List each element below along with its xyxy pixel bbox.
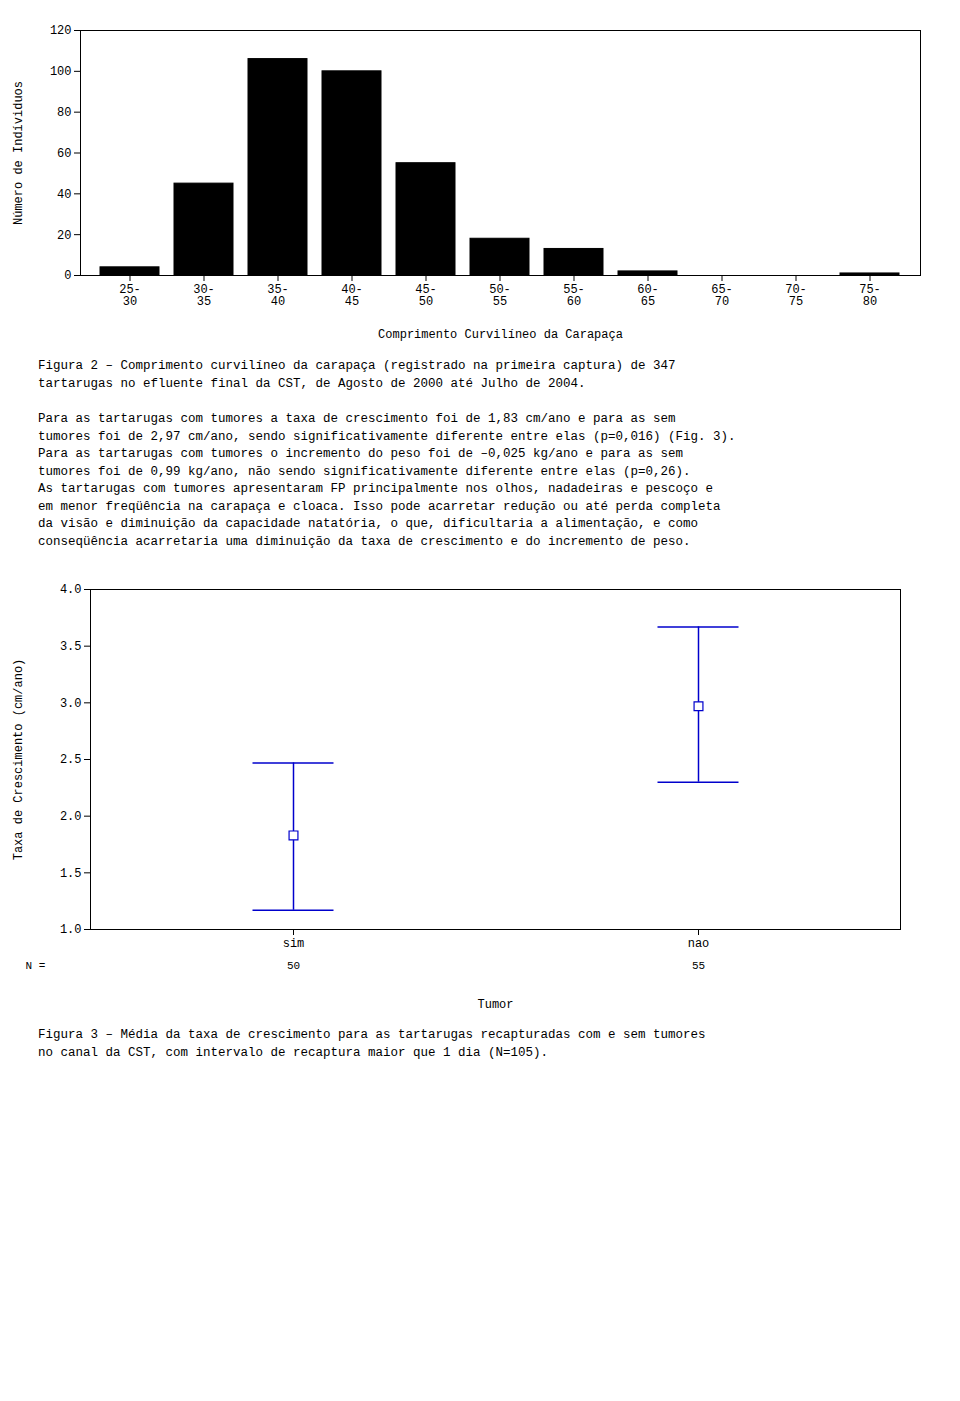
html-text:Figura 3 – Média da taxa de cr: Figura 3 – Média da taxa de crescimento … (38, 1028, 706, 1060)
svg-text:40: 40 (57, 188, 71, 202)
svg-text:120: 120 (50, 24, 72, 38)
svg-text:60: 60 (57, 147, 71, 161)
svg-text:Número de Indíviduos: Número de Indíviduos (12, 81, 26, 225)
svg-text:0: 0 (64, 269, 71, 283)
svg-text:2.5: 2.5 (60, 753, 82, 767)
svg-text:3.5: 3.5 (60, 640, 82, 654)
svg-text:80: 80 (57, 106, 71, 120)
svg-text:1.0: 1.0 (60, 923, 82, 937)
html-text:Para as tartarugas com tumores: Para as tartarugas com tumores a taxa de… (38, 412, 736, 549)
svg-text:70-75: 70-75 (785, 283, 807, 309)
svg-text:35-40: 35-40 (267, 283, 289, 309)
svg-text:N =: N = (26, 960, 46, 972)
svg-text:Taxa de Crescimento (cm/ano): Taxa de Crescimento (cm/ano) (12, 659, 26, 861)
svg-text:3.0: 3.0 (60, 697, 82, 711)
svg-text:75-80: 75-80 (859, 283, 881, 309)
svg-text:100: 100 (50, 65, 72, 79)
svg-text:65-70: 65-70 (711, 283, 733, 309)
svg-text:55: 55 (692, 960, 705, 972)
svg-text:20: 20 (57, 229, 71, 243)
svg-text:25-30: 25-30 (119, 283, 141, 309)
svg-text:2.0: 2.0 (60, 810, 82, 824)
svg-text:50: 50 (287, 960, 300, 972)
svg-text:4.0: 4.0 (60, 583, 82, 597)
svg-text:Comprimento Curvilíneo da Cara: Comprimento Curvilíneo da Carapaça (378, 328, 623, 342)
svg-text:55-60: 55-60 (563, 283, 585, 309)
svg-text:Tumor: Tumor (477, 998, 513, 1012)
svg-text:50-55: 50-55 (489, 283, 511, 309)
svg-text:40-45: 40-45 (341, 283, 363, 309)
svg-text:nao: nao (688, 937, 710, 951)
svg-text:30-35: 30-35 (193, 283, 215, 309)
svg-text:45-50: 45-50 (415, 283, 437, 309)
svg-text:60-65: 60-65 (637, 283, 659, 309)
svg-text:sim: sim (283, 937, 305, 951)
html-text:Figura 2 – Comprimento curvilí: Figura 2 – Comprimento curvilíneo da car… (38, 359, 676, 391)
svg-text:1.5: 1.5 (60, 867, 82, 881)
